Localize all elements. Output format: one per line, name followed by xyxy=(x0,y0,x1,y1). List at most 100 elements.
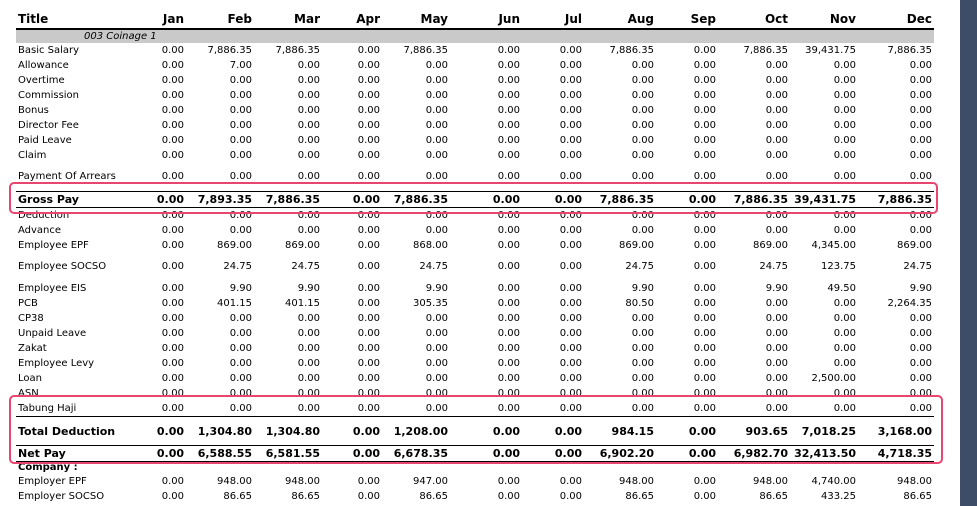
column-header-sep: Sep xyxy=(656,10,718,30)
cell-value: 0.00 xyxy=(497,343,520,354)
cell-value: 0.00 xyxy=(559,225,582,236)
cell-value: 0.00 xyxy=(833,328,856,339)
cell-value: 868.00 xyxy=(413,240,448,251)
cell-value: 0.00 xyxy=(357,210,380,221)
cell-value: 0.00 xyxy=(765,313,788,324)
cell-value: 0.00 xyxy=(161,403,184,414)
cell-value: 86.65 xyxy=(759,491,788,502)
cell-value: 0.00 xyxy=(297,373,320,384)
cell-value xyxy=(584,462,656,475)
cell-value: 0.00 xyxy=(357,343,380,354)
cell-value: 0.00 xyxy=(425,150,448,161)
cell-value: 0.00 xyxy=(693,491,716,502)
cell-value: 0.00 xyxy=(357,150,380,161)
cell-value: 7,886.35 xyxy=(403,45,448,56)
cell-value: 0.00 xyxy=(497,476,520,487)
row-label: Director Fee xyxy=(18,120,79,131)
cell-value: 0.00 xyxy=(909,210,932,221)
column-header-dec: Dec xyxy=(858,10,934,30)
cell-value: 0.00 xyxy=(833,313,856,324)
group-row: 003 Coinage 1 xyxy=(16,29,934,43)
cell-value: 0.00 xyxy=(631,328,654,339)
cell-value: 0.00 xyxy=(693,283,716,294)
row-label: Net Pay xyxy=(16,445,126,462)
cell-value: 0.00 xyxy=(425,388,448,399)
cell-value: 86.65 xyxy=(291,491,320,502)
column-header-jan: Jan xyxy=(126,10,186,30)
cell-value: 0.00 xyxy=(229,90,252,101)
cell-value: 0.00 xyxy=(631,343,654,354)
cell-value: 0.00 xyxy=(693,388,716,399)
cell-value: 948.00 xyxy=(897,476,932,487)
cell-value: 0.00 xyxy=(833,120,856,131)
cell-value: 0.00 xyxy=(161,171,184,182)
cell-value: 0.00 xyxy=(765,171,788,182)
cell-value: 0.00 xyxy=(497,45,520,56)
cell-value: 0.00 xyxy=(357,328,380,339)
cell-value: 869.00 xyxy=(619,240,654,251)
cell-value: 0.00 xyxy=(357,298,380,309)
cell-value: 0.00 xyxy=(833,210,856,221)
cell-value: 0.00 xyxy=(656,445,718,462)
cell-value: 39,431.75 xyxy=(805,45,856,56)
cell-value: 2,264.35 xyxy=(887,298,932,309)
cell-value: 0.00 xyxy=(693,298,716,309)
cell-value: 0.00 xyxy=(450,416,522,446)
cell-value: 0.00 xyxy=(559,135,582,146)
row-label: Paid Leave xyxy=(18,135,72,146)
cell-value: 0.00 xyxy=(497,75,520,86)
cell-value: 0.00 xyxy=(229,313,252,324)
cell-value: 0.00 xyxy=(559,261,582,272)
cell-value: 0.00 xyxy=(161,388,184,399)
column-header-title: Title xyxy=(16,10,126,30)
cell-value: 0.00 xyxy=(909,388,932,399)
cell-value: 0.00 xyxy=(357,313,380,324)
table-row: Loan 0.00 0.00 0.00 0.00 0.00 0.00 0.00 0.00 0.00… xyxy=(16,371,934,386)
cell-value: 1,304.80 xyxy=(186,416,254,446)
cell-value: 0.00 xyxy=(229,403,252,414)
cell-value: 0.00 xyxy=(161,283,184,294)
cell-value: 0.00 xyxy=(693,261,716,272)
cell-value: 0.00 xyxy=(161,90,184,101)
cell-value: 0.00 xyxy=(161,60,184,71)
cell-value: 0.00 xyxy=(229,358,252,369)
group-label: 003 Coinage 1 xyxy=(16,29,934,43)
cell-value: 7,886.35 xyxy=(584,191,656,208)
cell-value: 0.00 xyxy=(229,171,252,182)
table-row: Deduction 0.00 0.00 0.00 0.00 0.00 0.00 0.00 0.0… xyxy=(16,208,934,224)
cell-value: 0.00 xyxy=(161,210,184,221)
cell-value: 0.00 xyxy=(357,105,380,116)
cell-value: 0.00 xyxy=(425,313,448,324)
cell-value: 0.00 xyxy=(559,328,582,339)
cell-value: 24.75 xyxy=(759,261,788,272)
table-row: Commission 0.00 0.00 0.00 0.00 0.00 0.00 0.00 0.… xyxy=(16,88,934,103)
cell-value: 39,431.75 xyxy=(790,191,858,208)
cell-value: 0.00 xyxy=(357,90,380,101)
cell-value: 0.00 xyxy=(425,328,448,339)
cell-value: 0.00 xyxy=(297,105,320,116)
cell-value: 0.00 xyxy=(909,313,932,324)
cell-value: 869.00 xyxy=(897,240,932,251)
cell-value: 0.00 xyxy=(450,445,522,462)
cell-value: 0.00 xyxy=(322,445,382,462)
table-row: Overtime 0.00 0.00 0.00 0.00 0.00 0.00 0.00 0.00… xyxy=(16,73,934,88)
cell-value: 0.00 xyxy=(357,135,380,146)
row-label: Allowance xyxy=(18,60,69,71)
cell-value: 0.00 xyxy=(559,105,582,116)
cell-value: 0.00 xyxy=(497,358,520,369)
cell-value: 0.00 xyxy=(693,75,716,86)
cell-value: 6,678.35 xyxy=(382,445,450,462)
total-row: Gross Pay 0.00 7,893.35 7,886.35 0.00 7,886.3… xyxy=(16,191,934,208)
table-row: Payment Of Arrears 0.00 0.00 0.00 0.00 0.00 0.… xyxy=(16,163,934,192)
cell-value: 0.00 xyxy=(322,191,382,208)
table-row: Employee EIS 0.00 9.90 9.90 0.00 9.90 0.00 0.00… xyxy=(16,281,934,296)
cell-value: 24.75 xyxy=(291,261,320,272)
cell-value: 0.00 xyxy=(765,403,788,414)
cell-value: 7,886.35 xyxy=(382,191,450,208)
cell-value: 0.00 xyxy=(161,476,184,487)
row-label: Gross Pay xyxy=(16,191,126,208)
cell-value: 0.00 xyxy=(497,135,520,146)
cell-value: 0.00 xyxy=(693,135,716,146)
row-label: Zakat xyxy=(18,343,47,354)
table-row: Employee EPF 0.00 869.00 869.00 0.00 868.00 0.… xyxy=(16,238,934,253)
